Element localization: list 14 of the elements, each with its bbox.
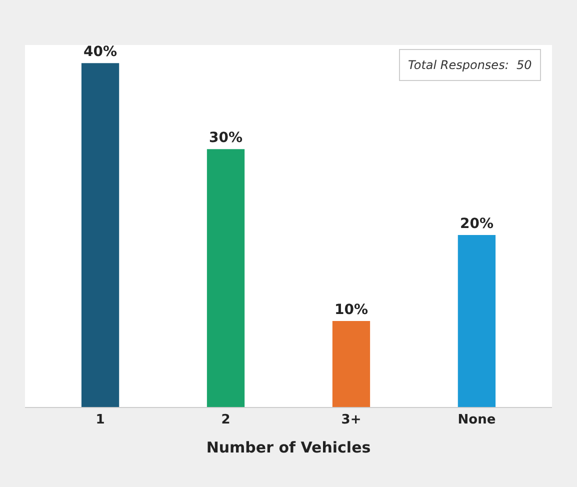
annotation: Total Responses: 50 xyxy=(408,58,532,72)
x-tick-label: 1 xyxy=(96,412,105,428)
bar xyxy=(206,149,245,407)
x-tick-label: 2 xyxy=(221,412,230,428)
bar xyxy=(332,321,370,407)
data-label: 10% xyxy=(334,302,368,318)
x-tick-label: 3+ xyxy=(341,412,362,428)
data-label: 20% xyxy=(460,216,494,232)
bar xyxy=(81,63,120,407)
x-axis-title: Number of Vehicles xyxy=(206,438,371,457)
bar xyxy=(458,235,496,407)
data-label: 40% xyxy=(84,44,118,60)
data-label: 30% xyxy=(209,130,243,146)
x-tick-label: None xyxy=(458,412,496,428)
